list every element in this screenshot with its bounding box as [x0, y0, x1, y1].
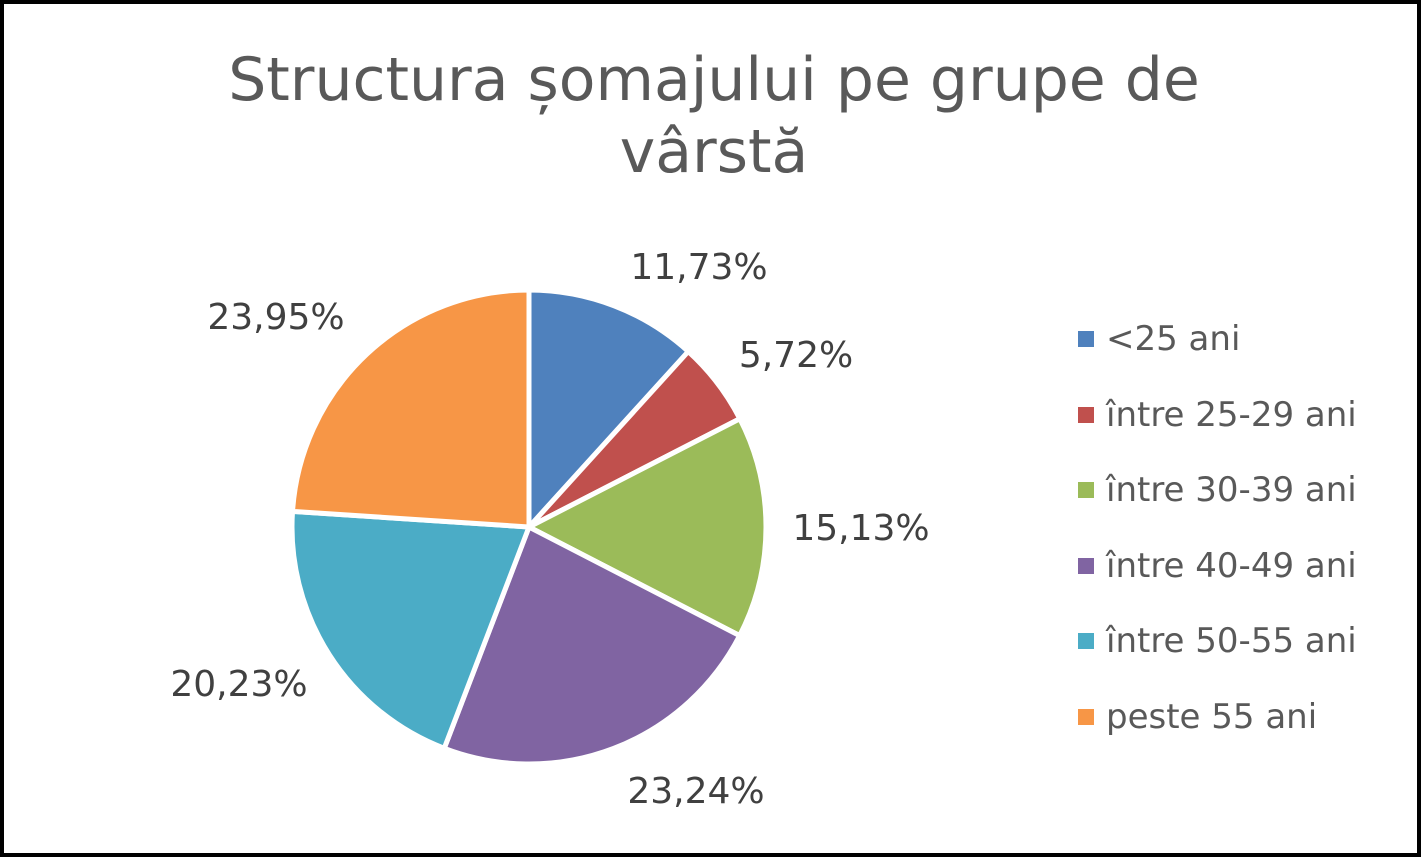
- pie-slice-ntre-40-49-ani: [441, 524, 743, 767]
- data-label-2: 15,13%: [792, 508, 929, 549]
- legend-swatch: [1078, 331, 1094, 347]
- data-label-5: 23,95%: [207, 297, 344, 338]
- legend-label: între 50-55 ani: [1106, 621, 1357, 661]
- data-label-0: 11,73%: [630, 247, 767, 288]
- pie-slice-ntre-30-39-ani: [526, 416, 769, 639]
- pie-slice-peste-55-ani: [290, 287, 532, 530]
- pie-data-labels: 11,73% 5,72% 15,13% 23,24% 20,23% 23,95%: [170, 247, 929, 812]
- data-label-3: 23,24%: [627, 771, 764, 812]
- pie-slices: [289, 287, 769, 767]
- legend-item: între 40-49 ani: [1074, 544, 1414, 588]
- legend-label: între 25-29 ani: [1106, 394, 1357, 435]
- legend-swatch: [1078, 633, 1094, 649]
- pie-slice-25-ani: [526, 287, 691, 530]
- legend-item: peste 55 ani: [1074, 695, 1414, 739]
- chart-title: Structura șomajului pe grupe de vârstă: [44, 44, 1384, 188]
- chart-title-line-2: vârstă: [619, 117, 809, 187]
- legend-item: între 30-39 ani: [1074, 468, 1414, 512]
- legend-swatch: [1078, 708, 1094, 725]
- legend-label: <25 ani: [1106, 319, 1241, 359]
- pie-chart: 11,73% 5,72% 15,13% 23,24% 20,23% 23,95%: [170, 247, 929, 812]
- legend-swatch: [1078, 406, 1094, 423]
- data-label-4: 20,23%: [170, 664, 307, 705]
- chart-title-line-1: Structura șomajului pe grupe de: [228, 45, 1200, 115]
- legend-label: între 30-39 ani: [1106, 470, 1357, 510]
- legend-label: între 40-49 ani: [1106, 545, 1357, 586]
- legend-label: peste 55 ani: [1106, 696, 1318, 737]
- pie-slice-ntre-50-55-ani: [289, 508, 532, 751]
- data-label-1: 5,72%: [739, 335, 853, 376]
- legend-swatch: [1078, 557, 1094, 574]
- legend-item: între 50-55 ani: [1074, 619, 1414, 663]
- legend-swatch: [1078, 482, 1094, 498]
- legend-item: <25 ani: [1074, 317, 1414, 361]
- legend-item: între 25-29 ani: [1074, 393, 1414, 437]
